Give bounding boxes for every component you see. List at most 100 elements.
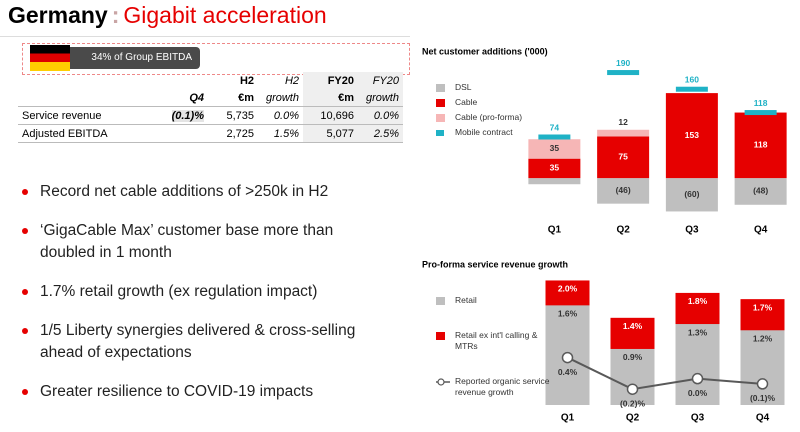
line-point <box>691 372 704 385</box>
legend-icon <box>436 114 445 122</box>
bullet: 1.7% retail growth (ex regulation impact… <box>20 281 365 303</box>
row: Adjusted EBITDA 2,725 1.5% 5,077 2.5% <box>18 124 403 143</box>
header-cell: Q4 <box>189 91 204 104</box>
data-label: 1.3% <box>688 327 708 337</box>
data-label: 0.4% <box>558 367 578 377</box>
legend-swatch <box>436 99 445 107</box>
data-label: 35 <box>550 163 560 173</box>
bullet-list: Record net cable additions of >250k in H… <box>20 181 365 420</box>
data-label: 118 <box>754 98 768 108</box>
bar <box>665 93 718 179</box>
header-row: Q4 €m growth €m growth <box>18 89 403 107</box>
data-label: 118 <box>754 140 768 150</box>
cell: 0.0% <box>358 106 403 125</box>
legend-item: Mobile contract <box>436 127 550 138</box>
header-cell: FY20 <box>358 72 403 89</box>
cell: 0.0% <box>258 106 303 125</box>
chart-title: Pro-forma service revenue growth <box>422 259 568 269</box>
data-label: 75 <box>618 152 628 162</box>
legend-icon <box>436 130 444 136</box>
data-label: 12 <box>618 117 628 127</box>
cell: 2,725 <box>208 124 258 143</box>
data-label: (60) <box>684 189 699 199</box>
legend-label: Cable (pro-forma) <box>455 112 523 122</box>
line <box>567 356 763 391</box>
legend: Retail Retail ex int'l calling & MTRs Repo… <box>436 295 550 398</box>
legend-label: DSL <box>455 82 472 92</box>
data-label: 1.6% <box>558 309 578 319</box>
data-label: 1.8% <box>688 296 708 306</box>
x-tick-label: Q4 <box>756 413 770 424</box>
x-tick-label: Q2 <box>626 413 640 424</box>
legend-icon <box>436 297 445 305</box>
legend-icon <box>436 84 445 92</box>
line-point <box>561 351 574 364</box>
slide-title: Germany: Gigabit acceleration <box>8 2 327 29</box>
data-label: 2.0% <box>558 284 578 294</box>
bar <box>597 129 650 137</box>
bar <box>665 178 718 212</box>
row: Service revenue (0.1)% 5,735 0.0% 10,696… <box>18 106 403 125</box>
data-label: (46) <box>616 185 631 195</box>
legend-swatch <box>436 130 444 136</box>
data-label: 0.0% <box>688 388 708 398</box>
bar <box>597 136 650 179</box>
legend-icon <box>436 378 450 386</box>
cell <box>136 124 208 143</box>
data-label: 1.4% <box>623 321 643 331</box>
legend-label: Retail <box>455 295 477 305</box>
header-row: H2 H2 FY20 FY20 <box>18 72 403 89</box>
flag <box>30 45 70 71</box>
cell: 10,696 <box>303 106 358 125</box>
legend-label: Retail ex int'l calling & MTRs <box>455 330 538 351</box>
x-tick-label: Q3 <box>691 413 705 424</box>
line-point <box>756 378 769 390</box>
bar <box>675 324 720 405</box>
row-label: Service revenue <box>18 106 136 125</box>
marker <box>607 70 640 76</box>
bar <box>528 158 581 179</box>
legend-icon <box>436 99 445 107</box>
x-tick-label: Q4 <box>754 225 768 236</box>
data-label: (0.2)% <box>620 398 645 408</box>
x-tick-label: Q2 <box>616 225 630 236</box>
subtitle: Gigabit acceleration <box>123 2 327 28</box>
legend-item: Retail ex int'l calling & MTRs <box>436 330 550 352</box>
data-label: 35 <box>550 143 560 153</box>
data-label: 153 <box>685 130 699 140</box>
bar <box>734 178 787 205</box>
legend-label: Mobile contract <box>455 127 513 137</box>
data-label: (0.1)% <box>750 393 775 403</box>
header-cell: €m <box>238 91 254 104</box>
legend-icon <box>436 332 445 340</box>
badge-box <box>22 43 410 75</box>
legend-point <box>437 378 445 386</box>
cell: 5,735 <box>208 106 258 125</box>
bar <box>528 178 581 185</box>
legend-item: Retail <box>436 295 550 306</box>
x-tick-label: Q1 <box>548 225 562 236</box>
badge: 34% of Group EBITDA <box>32 47 200 69</box>
legend-swatch <box>436 84 445 92</box>
data-label: (48) <box>753 186 768 196</box>
cell: 5,077 <box>303 124 358 143</box>
bullet: 1/5 Liberty synergies delivered & cross-… <box>20 320 365 364</box>
cell-value: (0.1)% <box>171 109 204 122</box>
legend-item: DSL <box>436 82 550 93</box>
x-tick-label: Q3 <box>685 225 699 236</box>
data-label: 1.7% <box>753 302 773 312</box>
chart-title: Net customer additions ('000) <box>422 46 548 56</box>
legend-item: Reported organic service revenue growth <box>436 376 550 398</box>
legend-label: Cable <box>455 97 478 107</box>
marker <box>538 134 571 140</box>
marker <box>675 86 708 92</box>
data-label: 0.9% <box>623 352 643 362</box>
bar <box>528 139 581 159</box>
header-cell: €m <box>303 89 358 107</box>
legend-item: Cable (pro-forma) <box>436 112 550 123</box>
bar <box>597 178 650 204</box>
header-cell: growth <box>358 89 403 107</box>
data-label: 190 <box>616 58 630 68</box>
